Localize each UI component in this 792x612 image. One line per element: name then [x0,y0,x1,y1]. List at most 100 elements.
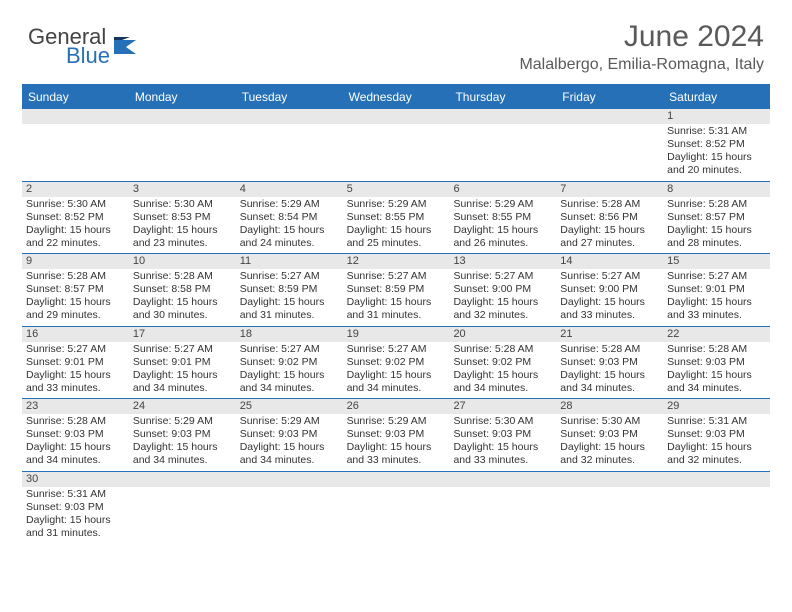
daylight-text-2: and 34 minutes. [133,454,232,467]
day-cell: 18Sunrise: 5:27 AMSunset: 9:02 PMDayligh… [236,327,343,399]
sunrise-text: Sunrise: 5:27 AM [347,270,446,283]
sunset-text: Sunset: 8:59 PM [347,283,446,296]
day-number [236,472,343,487]
day-number: 30 [22,472,129,487]
day-header: Monday [129,86,236,109]
day-number: 5 [343,182,450,197]
day-body: Sunrise: 5:30 AMSunset: 9:03 PMDaylight:… [449,414,556,471]
day-number: 2 [22,182,129,197]
daylight-text-2: and 22 minutes. [26,237,125,250]
daylight-text-2: and 32 minutes. [453,309,552,322]
daylight-text-2: and 33 minutes. [453,454,552,467]
sunset-text: Sunset: 9:00 PM [453,283,552,296]
sunset-text: Sunset: 9:02 PM [240,356,339,369]
calendar-grid: SundayMondayTuesdayWednesdayThursdayFrid… [22,84,770,543]
day-cell: 4Sunrise: 5:29 AMSunset: 8:54 PMDaylight… [236,182,343,254]
day-body [556,124,663,176]
day-number [556,109,663,124]
location-text: Malalbergo, Emilia-Romagna, Italy [519,56,764,74]
day-body [22,124,129,176]
day-number [22,109,129,124]
day-number: 12 [343,254,450,269]
day-number: 3 [129,182,236,197]
month-title: June 2024 [519,20,764,54]
daylight-text-2: and 25 minutes. [347,237,446,250]
day-number: 6 [449,182,556,197]
day-cell: 29Sunrise: 5:31 AMSunset: 9:03 PMDayligh… [663,399,770,471]
day-body: Sunrise: 5:27 AMSunset: 9:02 PMDaylight:… [343,342,450,399]
day-body [343,487,450,539]
day-body: Sunrise: 5:29 AMSunset: 8:55 PMDaylight:… [343,197,450,254]
sunrise-text: Sunrise: 5:31 AM [667,415,766,428]
daylight-text-1: Daylight: 15 hours [347,441,446,454]
daylight-text-1: Daylight: 15 hours [26,441,125,454]
day-body: Sunrise: 5:28 AMSunset: 9:03 PMDaylight:… [556,342,663,399]
daylight-text-2: and 24 minutes. [240,237,339,250]
day-cell: 11Sunrise: 5:27 AMSunset: 8:59 PMDayligh… [236,254,343,326]
daylight-text-2: and 27 minutes. [560,237,659,250]
day-cell: 9Sunrise: 5:28 AMSunset: 8:57 PMDaylight… [22,254,129,326]
week-row: 1Sunrise: 5:31 AMSunset: 8:52 PMDaylight… [22,109,770,182]
day-body: Sunrise: 5:28 AMSunset: 9:03 PMDaylight:… [663,342,770,399]
day-number: 11 [236,254,343,269]
day-number: 29 [663,399,770,414]
day-cell-empty [663,472,770,544]
sunset-text: Sunset: 8:55 PM [347,211,446,224]
sunset-text: Sunset: 9:01 PM [667,283,766,296]
daylight-text-1: Daylight: 15 hours [453,441,552,454]
daylight-text-2: and 33 minutes. [347,454,446,467]
day-body [236,487,343,539]
week-row: 23Sunrise: 5:28 AMSunset: 9:03 PMDayligh… [22,399,770,472]
daylight-text-1: Daylight: 15 hours [667,369,766,382]
day-body: Sunrise: 5:31 AMSunset: 9:03 PMDaylight:… [663,414,770,471]
daylight-text-2: and 20 minutes. [667,164,766,177]
daylight-text-2: and 33 minutes. [667,309,766,322]
day-cell: 28Sunrise: 5:30 AMSunset: 9:03 PMDayligh… [556,399,663,471]
day-cell: 26Sunrise: 5:29 AMSunset: 9:03 PMDayligh… [343,399,450,471]
week-row: 30Sunrise: 5:31 AMSunset: 9:03 PMDayligh… [22,472,770,544]
brand-text: General Blue [28,28,110,65]
day-body: Sunrise: 5:31 AMSunset: 9:03 PMDaylight:… [22,487,129,544]
sunset-text: Sunset: 9:01 PM [26,356,125,369]
day-cell-empty [449,109,556,181]
daylight-text-2: and 32 minutes. [560,454,659,467]
day-cell: 6Sunrise: 5:29 AMSunset: 8:55 PMDaylight… [449,182,556,254]
daylight-text-2: and 34 minutes. [667,382,766,395]
day-cell-empty [236,109,343,181]
sunrise-text: Sunrise: 5:30 AM [453,415,552,428]
daylight-text-2: and 33 minutes. [560,309,659,322]
day-cell: 24Sunrise: 5:29 AMSunset: 9:03 PMDayligh… [129,399,236,471]
day-cell: 23Sunrise: 5:28 AMSunset: 9:03 PMDayligh… [22,399,129,471]
day-header: Friday [556,86,663,109]
day-number: 7 [556,182,663,197]
sunset-text: Sunset: 8:57 PM [667,211,766,224]
day-body: Sunrise: 5:30 AMSunset: 9:03 PMDaylight:… [556,414,663,471]
daylight-text-1: Daylight: 15 hours [667,151,766,164]
sunset-text: Sunset: 9:03 PM [26,428,125,441]
sunrise-text: Sunrise: 5:27 AM [667,270,766,283]
day-cell: 27Sunrise: 5:30 AMSunset: 9:03 PMDayligh… [449,399,556,471]
day-number [663,472,770,487]
day-number [129,472,236,487]
day-number: 9 [22,254,129,269]
sunset-text: Sunset: 9:00 PM [560,283,659,296]
day-body [663,487,770,539]
week-row: 9Sunrise: 5:28 AMSunset: 8:57 PMDaylight… [22,254,770,327]
daylight-text-1: Daylight: 15 hours [347,224,446,237]
day-body: Sunrise: 5:29 AMSunset: 8:55 PMDaylight:… [449,197,556,254]
day-number [449,109,556,124]
day-body [129,487,236,539]
day-body: Sunrise: 5:30 AMSunset: 8:53 PMDaylight:… [129,197,236,254]
daylight-text-2: and 34 minutes. [240,454,339,467]
day-cell: 17Sunrise: 5:27 AMSunset: 9:01 PMDayligh… [129,327,236,399]
daylight-text-1: Daylight: 15 hours [453,296,552,309]
day-cell: 15Sunrise: 5:27 AMSunset: 9:01 PMDayligh… [663,254,770,326]
daylight-text-1: Daylight: 15 hours [560,441,659,454]
day-cell: 8Sunrise: 5:28 AMSunset: 8:57 PMDaylight… [663,182,770,254]
sunset-text: Sunset: 9:03 PM [453,428,552,441]
sunset-text: Sunset: 8:58 PM [133,283,232,296]
day-body: Sunrise: 5:27 AMSunset: 9:01 PMDaylight:… [129,342,236,399]
day-body [556,487,663,539]
sunrise-text: Sunrise: 5:27 AM [240,270,339,283]
day-body: Sunrise: 5:30 AMSunset: 8:52 PMDaylight:… [22,197,129,254]
